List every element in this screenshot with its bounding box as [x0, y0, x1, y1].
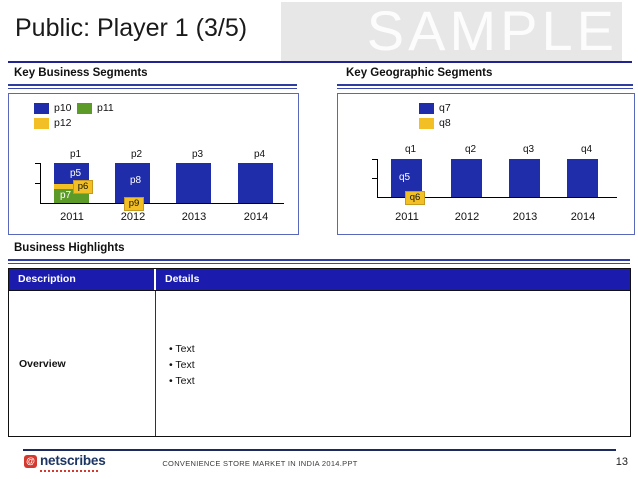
- bar-2011: p5 p7: [54, 163, 89, 203]
- table-row: Overview Text Text Text: [9, 291, 630, 436]
- y-axis-tick: [35, 163, 41, 164]
- bullet-item: Text: [169, 357, 630, 373]
- bullet-item: Text: [169, 341, 630, 357]
- footer-divider: [23, 449, 616, 451]
- netscribes-logo-text: netscribes: [40, 453, 106, 468]
- table-header-row: Description Details: [9, 269, 630, 291]
- segment-label: p8: [129, 175, 142, 186]
- x-tick-label: 2012: [120, 211, 146, 223]
- legend-label: p12: [54, 117, 72, 129]
- legend-swatch-q7: [419, 103, 434, 114]
- legend-swatch-p11: [77, 103, 92, 114]
- bar-2013: [509, 159, 540, 197]
- legend-label: p11: [97, 102, 114, 114]
- bar-top-label: q1: [404, 144, 417, 155]
- page-number: 13: [615, 456, 628, 468]
- legend-label: p10: [54, 102, 72, 114]
- bar-2012: p8: [115, 163, 150, 203]
- title-divider: [8, 61, 632, 63]
- netscribes-logo-icon: @: [24, 455, 37, 468]
- footer-filename: CONVENIENCE STORE MARKET IN INDIA 2014.P…: [162, 459, 358, 468]
- x-tick-label: 2014: [570, 211, 596, 223]
- bar-2012: [451, 159, 482, 197]
- section-divider: [8, 84, 297, 89]
- bar-segment-yellow: [54, 184, 89, 189]
- highlights-table: Description Details Overview Text Text T…: [8, 268, 631, 437]
- column-header-description: Description: [9, 269, 156, 290]
- legend-swatch-q8: [419, 118, 434, 129]
- y-axis-tick: [372, 178, 378, 179]
- y-axis-tick: [372, 159, 378, 160]
- page-title: Public: Player 1 (3/5): [15, 14, 248, 42]
- x-tick-label: 2013: [181, 211, 207, 223]
- row-details-cell: Text Text Text: [156, 291, 630, 436]
- segment-tag: p6: [73, 180, 93, 194]
- segment-tag: p9: [124, 197, 144, 211]
- section-divider: [8, 259, 630, 264]
- bar-top-label: p2: [130, 149, 143, 160]
- section-title-business-segments: Key Business Segments: [14, 67, 148, 79]
- bar-top-label: q3: [522, 144, 535, 155]
- x-tick-label: 2011: [395, 211, 419, 223]
- bar-2013: [176, 163, 211, 203]
- bar-top-label: p1: [69, 149, 82, 160]
- x-tick-label: 2011: [60, 211, 84, 223]
- logo-tagline: [40, 470, 98, 472]
- bar-2014: [238, 163, 273, 203]
- bar-top-label: q4: [580, 144, 593, 155]
- section-title-business-highlights: Business Highlights: [14, 242, 125, 254]
- bar-top-label: p4: [253, 149, 266, 160]
- bar-segment-blue: p5: [54, 163, 89, 184]
- x-tick-label: 2012: [454, 211, 480, 223]
- legend-label: q8: [439, 117, 451, 129]
- segment-tag: q6: [405, 191, 425, 205]
- bar-2011: q5: [391, 159, 422, 197]
- bullet-item: Text: [169, 373, 630, 389]
- segment-label: p5: [69, 168, 82, 179]
- x-axis: [40, 203, 284, 204]
- bar-top-label: q2: [464, 144, 477, 155]
- bar-top-label: p3: [191, 149, 204, 160]
- geographic-segments-chart: q7 q8 q1 q2 q3 q4 q5 q6 2011 2012 2013 2…: [337, 93, 635, 235]
- y-axis-tick: [35, 183, 41, 184]
- x-axis: [377, 197, 617, 198]
- bar-2014: [567, 159, 598, 197]
- legend-label: q7: [439, 102, 451, 114]
- column-header-details: Details: [165, 273, 200, 285]
- business-segments-chart: p10 p11 p12 p1 p2 p3 p4 p5 p7 p6 p8 p: [8, 93, 299, 235]
- x-tick-label: 2013: [512, 211, 538, 223]
- x-tick-label: 2014: [243, 211, 269, 223]
- row-label-overview: Overview: [9, 291, 156, 436]
- segment-label: p7: [59, 190, 72, 201]
- section-divider: [337, 84, 633, 89]
- segment-label: q5: [398, 172, 411, 183]
- sample-watermark: SAMPLE: [281, 2, 622, 61]
- legend-swatch-p10: [34, 103, 49, 114]
- section-title-geographic-segments: Key Geographic Segments: [346, 67, 493, 79]
- legend-swatch-p12: [34, 118, 49, 129]
